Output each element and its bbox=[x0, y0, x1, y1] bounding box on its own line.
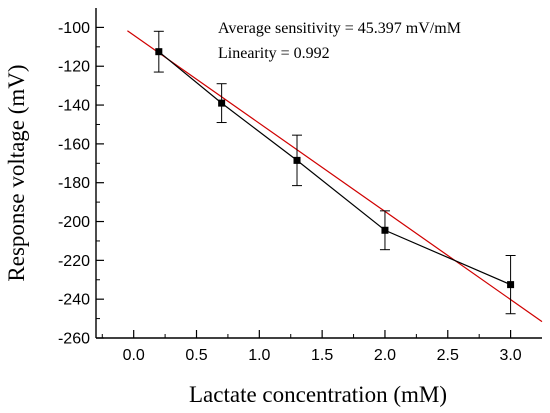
fit-line-segment bbox=[127, 30, 543, 323]
x-tick-label: 1.0 bbox=[248, 347, 270, 364]
data-points bbox=[155, 48, 515, 289]
data-point-marker bbox=[293, 156, 301, 164]
y-tick-label: -160 bbox=[58, 136, 90, 153]
x-tick-label: 0.0 bbox=[123, 347, 145, 364]
y-axis-title: Response voltage (mV) bbox=[4, 64, 29, 281]
x-tick-label: 2.0 bbox=[374, 347, 396, 364]
data-point-marker bbox=[155, 48, 163, 56]
data-point-marker bbox=[381, 226, 389, 234]
sensitivity-annotation: Average sensitivity = 45.397 mV/mM bbox=[218, 20, 461, 37]
y-axis-ticks: -100 -120 -140 -160 -180 -200 -220 -240 -260 bbox=[58, 20, 104, 348]
x-axis-title: Lactate concentration (mM) bbox=[189, 382, 447, 407]
y-tick-label: -220 bbox=[58, 253, 90, 270]
x-tick-label: 2.5 bbox=[437, 347, 459, 364]
data-point-marker bbox=[507, 281, 515, 289]
y-tick-label: -120 bbox=[58, 59, 90, 76]
x-tick-label: 3.0 bbox=[499, 347, 521, 364]
plot-area: -100 -120 -140 -160 -180 -200 -220 -240 -260 0.0… bbox=[58, 8, 543, 364]
linearity-annotation: Linearity = 0.992 bbox=[218, 45, 330, 62]
x-tick-label: 1.5 bbox=[311, 347, 333, 364]
y-tick-label: -240 bbox=[58, 292, 90, 309]
y-tick-label: -180 bbox=[58, 175, 90, 192]
y-tick-label: -100 bbox=[58, 20, 90, 37]
data-point-marker bbox=[218, 99, 226, 107]
y-tick-label: -140 bbox=[58, 98, 90, 115]
x-axis-ticks: 0.0 0.5 1.0 1.5 2.0 2.5 3.0 bbox=[101, 330, 522, 364]
y-tick-label: -260 bbox=[58, 331, 90, 348]
linear-fit-line bbox=[127, 30, 543, 323]
x-tick-label: 0.5 bbox=[185, 347, 207, 364]
y-tick-label: -200 bbox=[58, 214, 90, 231]
